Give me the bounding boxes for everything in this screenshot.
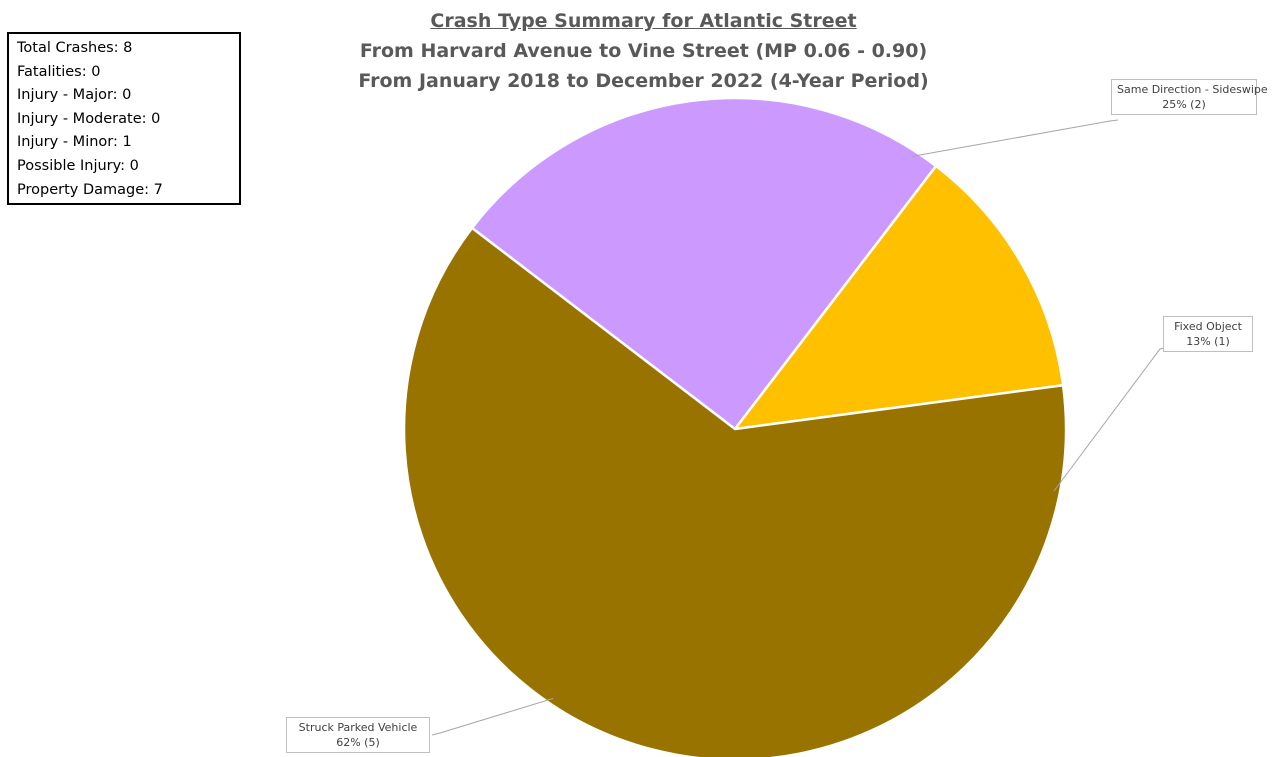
chart-title-block: Crash Type Summary for Atlantic Street F… [0, 6, 1287, 96]
slice-category-label: Struck Parked Vehicle [298, 721, 418, 734]
leader-line-fixed-object [1053, 347, 1166, 492]
summary-injury-minor: Injury - Minor: 1 [17, 134, 132, 151]
summary-injury-moderate: Injury - Moderate: 0 [17, 110, 161, 127]
chart-title: Crash Type Summary for Atlantic Street [430, 10, 857, 32]
slice-category-label: Fixed Object [1174, 320, 1242, 333]
slice-label-sideswipe: Same Direction - Sideswipe 25% (2) [1111, 79, 1268, 115]
slice-value-label: 13% (1) [1186, 335, 1230, 348]
pie-slice-fixed-object [733, 164, 1065, 431]
summary-total-crashes: Total Crashes: 8 [17, 40, 133, 56]
slice-value-label: 62% (5) [336, 736, 380, 749]
crash-summary-box: Total Crashes: 8 Fatalities: 0 Injury - … [7, 32, 241, 205]
summary-injury-major: Injury - Major: 0 [17, 87, 132, 104]
pie-slice-struck-parked-vehicle [402, 226, 1068, 757]
summary-property-damage: Property Damage: 7 [17, 181, 163, 198]
slice-category-label: Same Direction - Sideswipe [1117, 83, 1268, 96]
slice-value-label: 25% (2) [1162, 98, 1206, 111]
summary-fatalities: Fatalities: 0 [17, 63, 101, 80]
slice-label-fixed-object: Fixed Object 13% (1) [1163, 316, 1253, 352]
pie-slices [402, 96, 1068, 757]
chart-subtitle-location: From Harvard Avenue to Vine Street (MP 0… [359, 40, 928, 62]
summary-possible-injury: Possible Injury: 0 [17, 157, 139, 174]
leader-line-struck-parked-vehicle [431, 697, 554, 736]
chart-subtitle-period: From January 2018 to December 2022 (4-Ye… [358, 70, 929, 92]
slice-label-struck-parked-vehicle: Struck Parked Vehicle 62% (5) [286, 717, 430, 753]
leader-line-sideswipe [911, 119, 1119, 157]
pie-slice-sideswipe [470, 96, 938, 431]
